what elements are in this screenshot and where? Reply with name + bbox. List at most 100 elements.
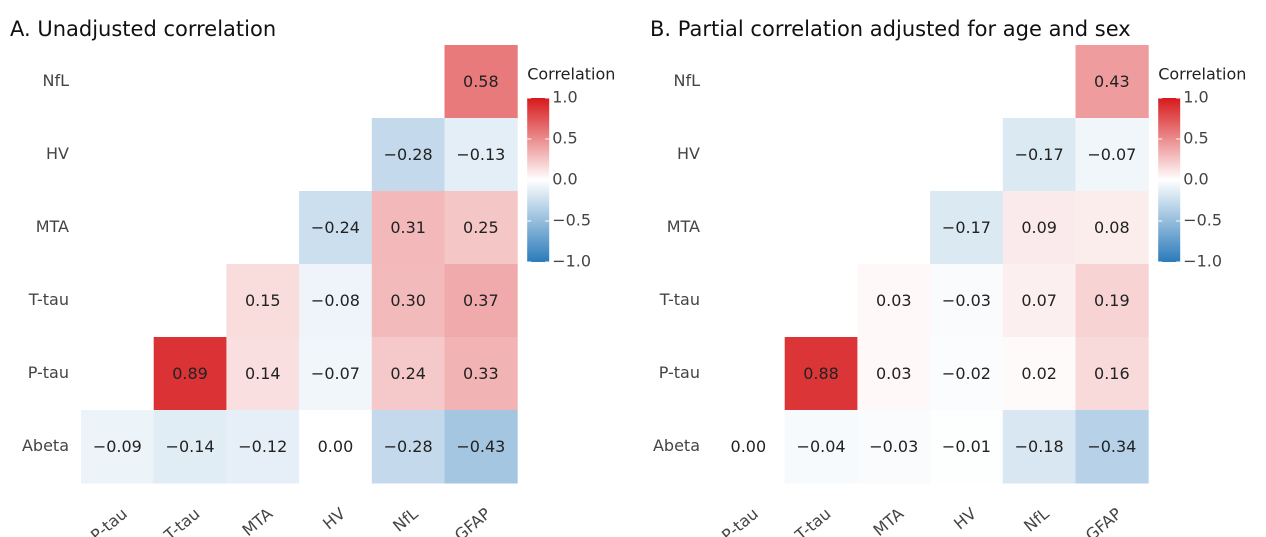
cell-label: 0.15	[245, 291, 281, 310]
colorbar	[527, 98, 550, 262]
colorbar-tick-label: −0.5	[552, 211, 591, 230]
cell-label: −0.28	[384, 437, 433, 456]
heatmap-cell	[930, 191, 1004, 265]
heatmap-cell	[371, 118, 445, 192]
y-tick-label: T-tau	[28, 290, 69, 309]
cell-label: 0.43	[1094, 72, 1130, 91]
heatmap-cell	[444, 45, 518, 119]
y-tick-label: HV	[46, 144, 69, 163]
cell-label: 0.08	[1094, 218, 1130, 237]
cell-label: −0.12	[238, 437, 287, 456]
heatmap-cell	[299, 410, 373, 484]
x-tick-label: NfL	[389, 504, 422, 536]
heatmap-cell	[1002, 337, 1076, 411]
heatmap-cell	[857, 337, 931, 411]
heatmap-cell	[1002, 191, 1076, 265]
y-tick-label: Abeta	[653, 436, 700, 455]
x-tick-label: GFAP	[451, 504, 495, 537]
heatmap-cell	[857, 410, 931, 484]
cell-label: −0.07	[311, 364, 360, 383]
y-tick-label: NfL	[673, 71, 700, 90]
y-tick-label: MTA	[667, 217, 700, 236]
cell-label: −0.24	[311, 218, 360, 237]
cell-label: −0.18	[1015, 437, 1064, 456]
heatmap-cell	[444, 191, 518, 265]
colorbar-tick-label: 0.0	[552, 170, 577, 189]
heatmap-cell	[1002, 410, 1076, 484]
heatmap-cell	[371, 264, 445, 338]
x-tick-label: MTA	[870, 504, 908, 537]
heatmap-cell	[371, 410, 445, 484]
cell-label: 0.37	[463, 291, 499, 310]
heatmap-cell	[153, 410, 227, 484]
heatmap-cell	[1002, 118, 1076, 192]
heatmap-cell	[930, 410, 1004, 484]
heatmap-cell	[712, 410, 786, 484]
cell-label: −0.03	[869, 437, 918, 456]
heatmap-cell	[1002, 264, 1076, 338]
cell-label: −0.09	[93, 437, 142, 456]
colorbar-tick-label: 0.0	[1183, 170, 1208, 189]
colorbar-tick-label: 1.0	[552, 88, 577, 107]
chart-title: B. Partial correlation adjusted for age …	[650, 17, 1131, 41]
heatmap-cell	[444, 118, 518, 192]
colorbar-title: Correlation	[527, 65, 615, 84]
colorbar-tick-label: −0.5	[1183, 211, 1222, 230]
x-tick-label: P-tau	[87, 504, 131, 537]
heatmap-cell	[784, 410, 858, 484]
heatmap-cell	[930, 337, 1004, 411]
heatmap-cell	[371, 191, 445, 265]
cell-label: 0.03	[876, 364, 912, 383]
heatmap-cell	[1075, 191, 1149, 265]
y-tick-label: Abeta	[22, 436, 69, 455]
heatmap-cell	[371, 337, 445, 411]
colorbar-tick-label: 0.5	[552, 129, 577, 148]
colorbar-tick-label: 0.5	[1183, 129, 1208, 148]
heatmap-cell	[226, 337, 300, 411]
cell-label: 0.31	[390, 218, 426, 237]
x-tick-label: P-tau	[718, 504, 762, 537]
cell-label: −0.43	[456, 437, 505, 456]
cell-label: −0.08	[311, 291, 360, 310]
heatmap-cell	[444, 337, 518, 411]
heatmap-cell	[930, 264, 1004, 338]
cell-label: 0.88	[803, 364, 839, 383]
cell-label: −0.17	[942, 218, 991, 237]
x-tick-label: T-tau	[791, 504, 835, 537]
heatmap-cell	[1075, 410, 1149, 484]
y-tick-label: P-tau	[659, 363, 700, 382]
heatmap-cell	[81, 410, 155, 484]
cell-label: −0.07	[1087, 145, 1136, 164]
heatmap-cell	[1075, 337, 1149, 411]
cell-label: 0.09	[1021, 218, 1057, 237]
x-tick-label: GFAP	[1082, 504, 1126, 537]
cell-label: −0.03	[942, 291, 991, 310]
cell-label: 0.25	[463, 218, 499, 237]
colorbar	[1158, 98, 1181, 262]
cell-label: 0.00	[731, 437, 767, 456]
cell-label: 0.19	[1094, 291, 1130, 310]
cell-label: −0.02	[942, 364, 991, 383]
x-tick-label: HV	[319, 504, 349, 533]
heatmap-cell	[857, 264, 931, 338]
y-tick-label: T-tau	[659, 290, 700, 309]
cell-label: 0.14	[245, 364, 281, 383]
y-tick-label: HV	[677, 144, 700, 163]
cell-label: −0.14	[166, 437, 215, 456]
heatmap-cell	[299, 264, 373, 338]
cell-label: −0.34	[1087, 437, 1136, 456]
x-tick-label: HV	[950, 504, 980, 533]
colorbar-tick-label: −1.0	[1183, 252, 1222, 271]
y-tick-label: MTA	[36, 217, 69, 236]
cell-label: 0.24	[390, 364, 426, 383]
cell-label: −0.13	[456, 145, 505, 164]
chart-title: A. Unadjusted correlation	[10, 17, 276, 41]
heatmap-cell	[299, 191, 373, 265]
heatmap-cell	[444, 264, 518, 338]
colorbar-tick-label: −1.0	[552, 252, 591, 271]
x-tick-label: NfL	[1020, 504, 1053, 536]
y-tick-label: NfL	[42, 71, 69, 90]
x-tick-label: MTA	[239, 504, 277, 537]
cell-label: 0.02	[1021, 364, 1057, 383]
